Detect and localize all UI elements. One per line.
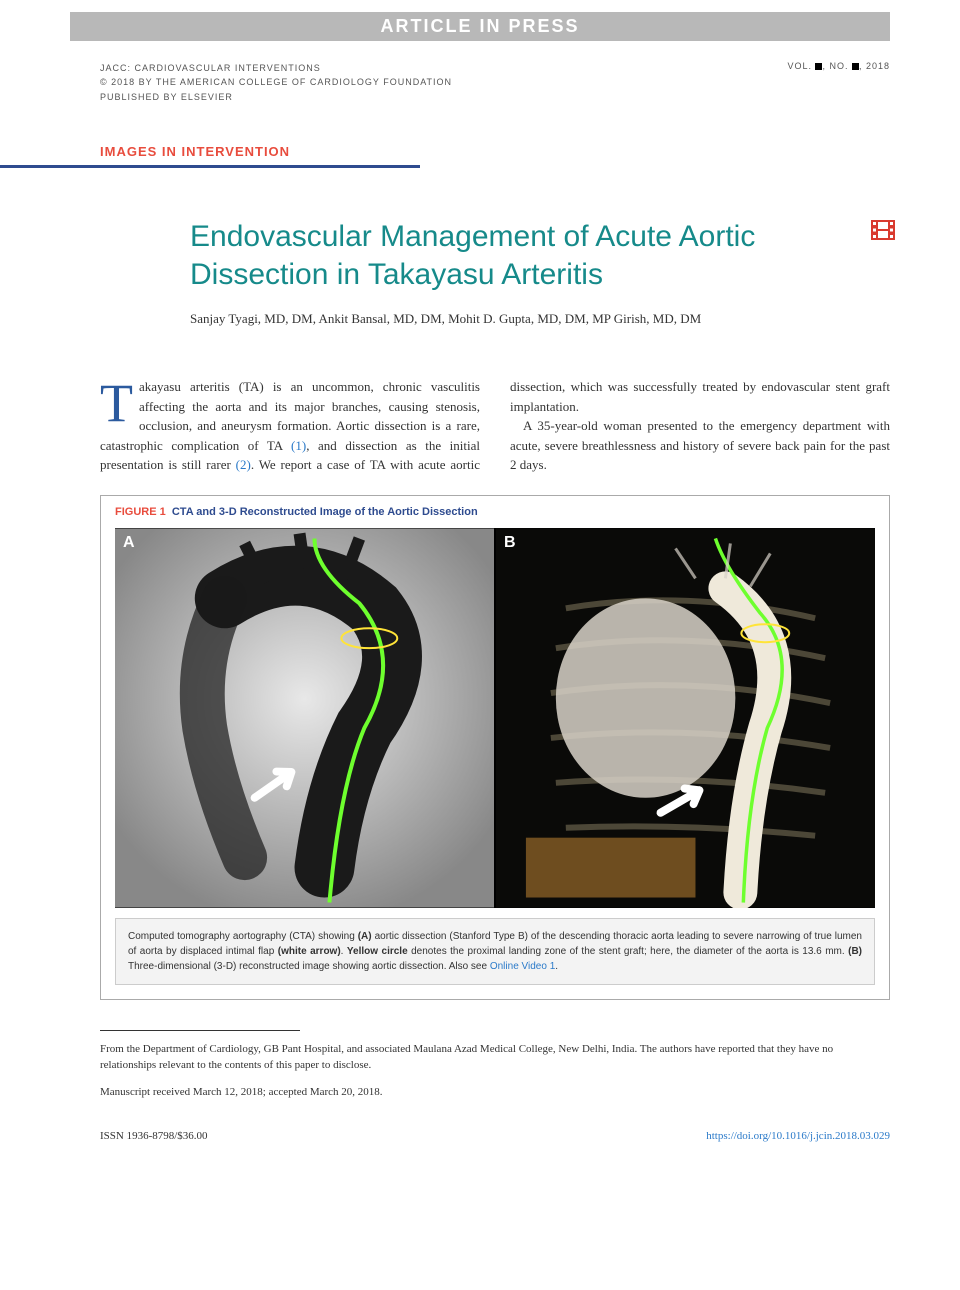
figure-title-bar: FIGURE 1 CTA and 3-D Reconstructed Image… [101, 496, 889, 528]
article-title: Endovascular Management of Acute Aortic … [190, 218, 890, 293]
publisher-line: PUBLISHED BY ELSEVIER [100, 90, 452, 104]
article-in-press-banner: ARTICLE IN PRESS [70, 12, 890, 41]
header-metadata: JACC: CARDIOVASCULAR INTERVENTIONS © 201… [100, 61, 890, 104]
fc-h: (B) [848, 946, 862, 957]
fc-d: (white arrow) [278, 946, 341, 957]
affiliation-footnote: From the Department of Cardiology, GB Pa… [100, 1041, 890, 1074]
figure-1: FIGURE 1 CTA and 3-D Reconstructed Image… [100, 495, 890, 1000]
panel-b-label: B [504, 534, 516, 552]
body-text: Takayasu arteritis (TA) is an uncommon, … [100, 377, 890, 475]
panel-a-label: A [123, 534, 135, 552]
fc-a: Computed tomography aortography (CTA) sh… [128, 931, 358, 942]
footnotes: From the Department of Cardiology, GB Pa… [100, 1030, 890, 1101]
figure-title-text: CTA and 3-D Reconstructed Image of the A… [172, 506, 478, 518]
cta-angiogram-icon [115, 528, 494, 908]
citation-1[interactable]: (1) [291, 438, 306, 453]
volume-info: VOL. , NO. , 2018 [787, 61, 890, 71]
body-p2: A 35-year-old woman presented to the eme… [510, 416, 890, 475]
issn-text: ISSN 1936-8798/$36.00 [100, 1130, 208, 1142]
section-underline [0, 165, 420, 168]
figure-caption: Computed tomography aortography (CTA) sh… [115, 918, 875, 985]
footnote-rule [100, 1030, 300, 1031]
footer: ISSN 1936-8798/$36.00 https://doi.org/10… [100, 1130, 890, 1142]
doi-link[interactable]: https://doi.org/10.1016/j.jcin.2018.03.0… [706, 1130, 890, 1142]
title-block: Endovascular Management of Acute Aortic … [190, 218, 890, 293]
fc-g: denotes the proximal landing zone of the… [408, 946, 848, 957]
fc-f: Yellow circle [347, 946, 408, 957]
fc-end: . [555, 961, 558, 972]
header-right: VOL. , NO. , 2018 [787, 61, 890, 104]
section-label: IMAGES IN INTERVENTION [100, 144, 960, 159]
copyright-line: © 2018 BY THE AMERICAN COLLEGE OF CARDIO… [100, 75, 452, 89]
fc-i: Three-dimensional (3-D) reconstructed im… [128, 961, 490, 972]
citation-2[interactable]: (2) [236, 457, 251, 472]
fc-b: (A) [358, 931, 372, 942]
3d-reconstruction-icon [496, 528, 875, 908]
figure-panel-b: B [496, 528, 875, 908]
video-icon [871, 220, 895, 240]
journal-name: JACC: CARDIOVASCULAR INTERVENTIONS [100, 61, 452, 75]
online-video-link[interactable]: Online Video 1 [490, 961, 555, 972]
authors-line: Sanjay Tyagi, MD, DM, Ankit Bansal, MD, … [190, 311, 890, 327]
figure-panel-a: A [115, 528, 494, 908]
manuscript-dates: Manuscript received March 12, 2018; acce… [100, 1084, 890, 1101]
header-left: JACC: CARDIOVASCULAR INTERVENTIONS © 201… [100, 61, 452, 104]
dropcap: T [100, 377, 139, 427]
figure-label: FIGURE 1 [115, 506, 166, 518]
figure-image-row: A [115, 528, 875, 908]
